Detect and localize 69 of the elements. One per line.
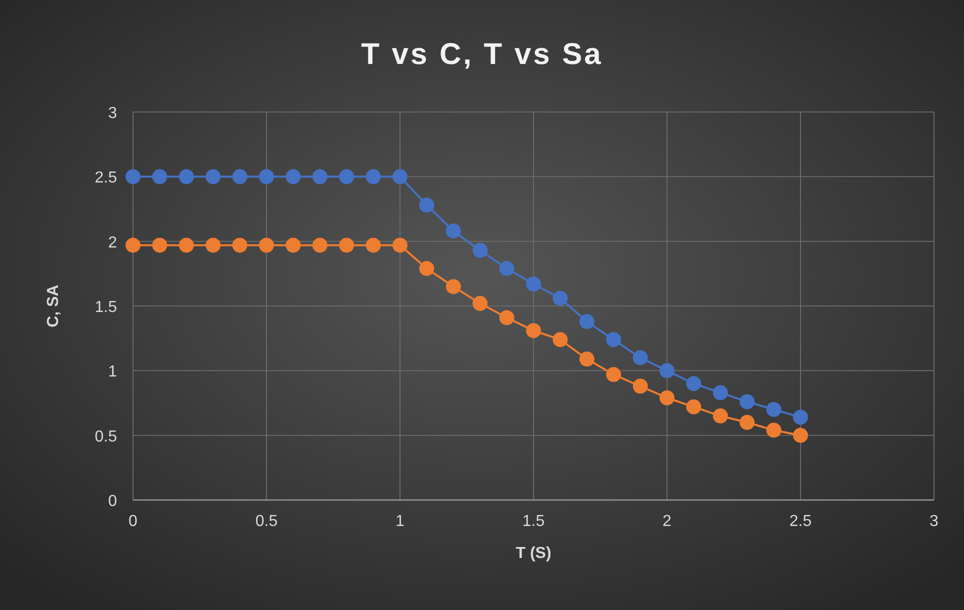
- y-tick-label: 0.5: [94, 428, 118, 446]
- point: [286, 169, 301, 184]
- point: [579, 352, 594, 367]
- point: [392, 238, 408, 253]
- y-tick-label: 2.5: [94, 170, 118, 187]
- point: [526, 323, 541, 338]
- point: [286, 238, 301, 253]
- point: [206, 238, 221, 253]
- x-tick-label: 1.5: [522, 513, 545, 530]
- point: [152, 169, 168, 184]
- point: [152, 238, 168, 253]
- point: [366, 238, 381, 253]
- point: [632, 378, 648, 394]
- point: [766, 422, 782, 438]
- x-tick-label: 0: [128, 513, 138, 530]
- chart-title: T vs C, T vs Sa: [361, 38, 603, 71]
- y-axis-title: C, SA: [45, 284, 62, 328]
- x-tick-label: 0.5: [255, 513, 278, 530]
- point: [686, 376, 702, 392]
- y-tick-label: 3: [108, 105, 118, 122]
- point: [740, 414, 755, 430]
- point: [392, 169, 408, 184]
- x-tick-label: 2: [662, 513, 672, 530]
- point: [499, 260, 514, 276]
- y-tick-label: 0: [108, 493, 118, 510]
- point: [178, 169, 194, 184]
- point: [126, 169, 140, 184]
- x-tick-label: 3: [930, 513, 939, 530]
- point: [259, 238, 274, 253]
- point: [660, 390, 674, 406]
- point: [339, 238, 354, 253]
- point: [552, 332, 568, 348]
- point: [660, 363, 674, 378]
- point: [579, 314, 594, 330]
- point: [446, 279, 461, 294]
- point: [366, 169, 381, 184]
- point: [419, 198, 434, 213]
- y-tick-label: 1.5: [94, 299, 118, 316]
- y-tick-label: 1: [108, 364, 118, 381]
- point: [472, 242, 488, 258]
- point: [178, 238, 194, 253]
- point: [632, 350, 648, 366]
- point: [606, 332, 622, 348]
- point: [419, 260, 434, 276]
- point: [526, 276, 541, 292]
- point: [339, 169, 354, 184]
- point: [126, 238, 140, 253]
- point: [766, 402, 782, 417]
- point: [259, 169, 274, 184]
- point: [712, 408, 728, 424]
- point: [232, 238, 248, 253]
- point: [793, 428, 808, 443]
- x-tick-label: 1: [396, 513, 405, 530]
- point: [552, 290, 568, 306]
- x-axis-title: T (S): [516, 545, 552, 562]
- x-tick-label: 2.5: [789, 513, 812, 530]
- point: [686, 399, 702, 414]
- point: [472, 296, 488, 311]
- point: [499, 310, 514, 326]
- point: [232, 169, 248, 184]
- point: [712, 385, 728, 400]
- point: [793, 410, 808, 425]
- point: [740, 394, 755, 410]
- point: [312, 169, 328, 184]
- y-tick-label: 2: [108, 234, 118, 252]
- point: [446, 223, 461, 238]
- point: [606, 367, 622, 382]
- point: [312, 238, 328, 253]
- point: [206, 169, 221, 184]
